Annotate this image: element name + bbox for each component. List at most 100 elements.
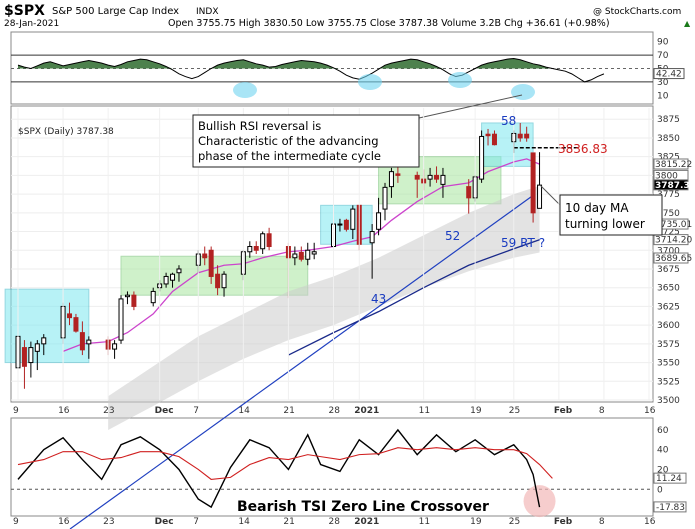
rsi-panel: 103050709042.42 [11,38,685,101]
resistance-label: 3836.83 [558,142,608,156]
price-value-box [653,234,689,246]
candle-body [150,290,156,304]
candle-body [221,273,227,289]
x-tick-label: 16 [644,406,656,416]
rsi-reversal-callout-box [192,114,420,168]
candle-body [388,171,394,188]
rsi-low-highlight [233,82,257,98]
candle-body [434,174,440,180]
x-tick-label: 28 [329,406,341,416]
candle-body [67,313,73,319]
price-tick-label: 3875 [657,115,680,125]
tsi-tick-label: 20 [657,465,669,475]
price-value-label: 3787.38 [655,181,695,191]
cycle-zone [120,255,309,296]
candle-body [530,152,536,214]
cycle-zone [481,122,534,167]
candle-body [466,186,472,199]
candle-body [176,268,182,274]
candle-body [395,173,401,176]
candle-body [298,252,304,260]
price-legend: $SPX (Daily) 3787.38 [18,127,114,137]
candle-body [73,317,79,332]
candle-body [112,343,118,350]
candle-body [170,273,176,281]
x-tick-label: 7 [193,406,199,416]
tsi-tick-label: 40 [657,446,669,456]
tsi-tick-label: 0 [657,485,663,495]
rsi-value-label: 42.42 [656,70,682,80]
x-tick-label: 7 [193,517,199,527]
x-tick-label: 16 [58,517,70,527]
ma-callout-box [559,194,663,236]
x-tick-label: 11 [419,406,430,416]
candle-body [311,251,317,255]
x-tick-label: 21 [283,406,294,416]
tsi-value-label: -17.83 [656,503,685,513]
candle-body [118,298,124,341]
candle-body [202,253,208,259]
x-tick-label: 8 [599,517,605,527]
candle-body [382,186,388,210]
x-tick-label: 2021 [354,406,379,416]
price-tick-label: 3500 [657,396,680,406]
candle-body [21,347,27,367]
x-tick-label: Dec [155,406,174,416]
rsi-overbought-fill [18,58,604,69]
candle-body [253,246,259,251]
rsi-tick-label: 90 [657,38,669,48]
x-tick-label: 23 [103,406,114,416]
price-tick-label: 3700 [657,246,680,256]
x-tick-label: 25 [509,517,520,527]
chart-copyright: @ StockCharts.com [593,7,681,17]
candle-body [28,347,34,364]
x-tick-label: Dec [155,517,174,527]
rsi-low-highlight [448,72,472,88]
candle-body [537,184,543,209]
candle-body [524,133,530,139]
x-tick-label: 16 [644,517,656,527]
cycle-label-43: 43 [371,292,386,306]
tsi-value-label: 11.24 [656,474,682,484]
price-value-box [653,252,689,264]
chart-date: 28-Jan-2021 [4,19,59,29]
price-tick-label: 3550 [657,359,680,369]
x-tick-label: 25 [509,406,520,416]
chart-symbol: $SPX [4,3,45,19]
candle-body [485,133,491,137]
price-tick-label: 3725 [657,228,680,238]
tsi-value-box [653,501,687,513]
x-tick-label: 11 [419,517,430,527]
cycle-label-58: 58 [501,114,516,128]
candle-body [41,337,47,345]
callout-pointer [418,94,523,119]
candle-body [266,233,272,248]
candle-body [34,343,40,352]
rsi-value-box [653,68,685,80]
price-tick-label: 3850 [657,134,680,144]
x-tick-label: 14 [238,406,250,416]
rsi-reversal-callout: Bullish RSI reversal is Characteristic of… [198,119,381,163]
candle-body [305,249,311,260]
price-tick-label: 3825 [657,153,680,163]
chart-quote: Open 3755.75 High 3830.50 Low 3755.75 Cl… [168,18,610,29]
price-tick-label: 3625 [657,302,680,312]
callout-pointer [539,184,561,206]
up-arrow-icon: ▲ [684,19,691,28]
x-tick-label: 16 [58,406,70,416]
chart-index-name: S&P 500 Large Cap Index [52,6,179,17]
x-tick-label: 23 [103,517,114,527]
rsi-tick-label: 10 [657,91,669,101]
rsi-line [17,57,605,83]
x-tick-label: 9 [13,406,19,416]
rsi-low-highlight [358,74,382,90]
price-panel-frame [10,105,654,403]
price-value-label: 3689.65 [655,254,692,264]
candle-body [124,294,130,298]
tsi-signal-line [17,447,553,480]
price-tick-label: 3600 [657,321,680,331]
x-tick-label: Feb [554,406,573,416]
price-tick-label: 3525 [657,377,680,387]
candle-body [491,133,497,146]
